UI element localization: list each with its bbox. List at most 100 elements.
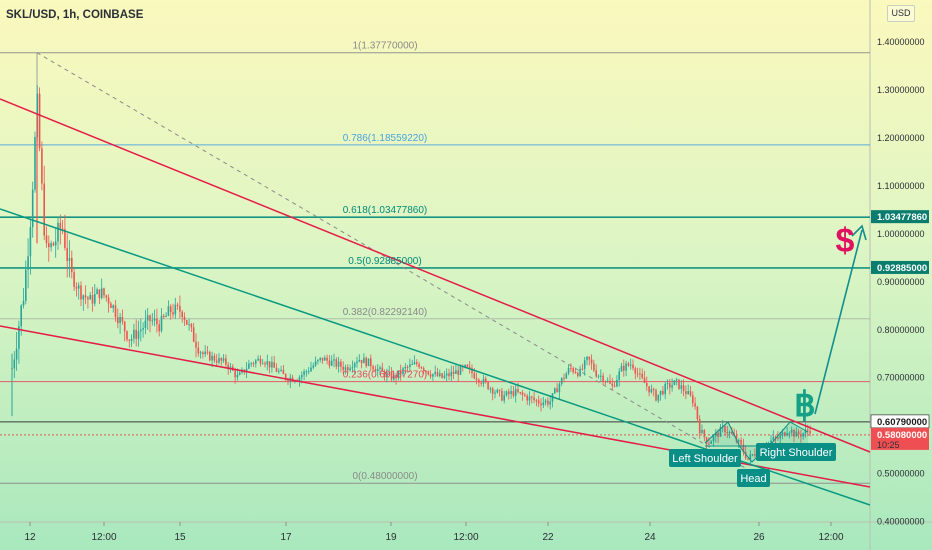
candle-body <box>163 315 165 317</box>
candle <box>602 372 604 386</box>
candle-body <box>303 371 305 376</box>
candle-body <box>130 338 133 341</box>
candle <box>795 426 798 437</box>
candle-body <box>68 257 71 261</box>
candle <box>420 366 423 370</box>
candle <box>128 339 131 348</box>
candle-body <box>790 429 793 433</box>
candle <box>452 365 455 379</box>
candle-body <box>593 363 595 371</box>
candle-body <box>650 389 653 393</box>
candle <box>646 376 648 391</box>
candle <box>551 392 554 408</box>
candle <box>581 363 584 371</box>
candle <box>360 359 363 369</box>
candle-body <box>199 352 202 354</box>
candle-body <box>218 358 220 363</box>
candle-body <box>291 377 294 382</box>
candle-body <box>528 396 531 401</box>
candle-body <box>268 361 271 368</box>
candle-body <box>335 359 338 367</box>
candle <box>540 398 542 412</box>
candle <box>487 380 489 391</box>
price-tick-label: 1.20000000 <box>877 133 925 143</box>
candle <box>82 294 85 311</box>
candle-body <box>195 341 197 348</box>
candle-body <box>261 363 264 365</box>
candle <box>774 435 777 445</box>
candle <box>337 356 340 373</box>
candle <box>508 388 510 400</box>
candle <box>342 361 344 374</box>
candle-body <box>344 367 347 370</box>
fibonacci-retracement[interactable] <box>0 52 870 484</box>
candle-body <box>149 315 151 322</box>
candle-body <box>749 454 752 460</box>
candle-body <box>96 289 98 295</box>
candle-body <box>397 370 400 379</box>
candle-body <box>715 432 717 436</box>
candle-body <box>496 389 499 393</box>
candle-body <box>809 430 811 434</box>
candle-body <box>655 390 657 401</box>
candle-body <box>574 371 577 373</box>
candle-body <box>627 363 630 366</box>
candle-body <box>18 326 20 349</box>
candle-body <box>475 378 478 380</box>
candle <box>406 364 409 373</box>
candle-body <box>416 362 418 365</box>
candle <box>257 355 259 362</box>
candle <box>457 365 459 382</box>
trendlines[interactable] <box>0 98 871 506</box>
candle <box>29 218 32 275</box>
candle-body <box>87 297 89 300</box>
candle <box>652 387 655 397</box>
fibonacci-trendline[interactable] <box>36 52 753 473</box>
candle-body <box>455 370 457 374</box>
candle <box>567 364 570 376</box>
candle-body <box>376 368 379 372</box>
candle <box>485 376 487 384</box>
price-scale[interactable]: 1.40000000 1.30000000 1.20000000 1.10000000… <box>877 37 925 527</box>
candle <box>52 241 55 247</box>
candle-body <box>662 390 664 395</box>
candle <box>696 405 699 423</box>
candle <box>790 426 793 437</box>
candle <box>41 141 43 191</box>
candle-body <box>393 375 395 380</box>
currency-button[interactable]: USD <box>887 5 915 22</box>
candle <box>556 382 558 393</box>
candle <box>489 386 492 394</box>
candle <box>590 354 593 370</box>
candle-body <box>657 394 660 401</box>
projection-arrow[interactable] <box>814 224 867 415</box>
candle <box>349 364 351 372</box>
projection-line[interactable] <box>814 229 863 415</box>
candle <box>664 381 666 400</box>
upper-resistance-trendline[interactable] <box>0 98 871 453</box>
candle <box>738 438 740 449</box>
candle-body <box>280 369 282 371</box>
candle-body <box>43 183 45 236</box>
candle-body <box>648 386 650 393</box>
candle <box>583 356 586 376</box>
arrow-head-icon <box>851 224 867 241</box>
candle <box>533 392 535 403</box>
time-scale[interactable]: 12 12:00 15 17 19 12:00 22 24 26 12:00 <box>24 522 844 543</box>
candle-body <box>505 391 508 396</box>
candle <box>307 367 310 375</box>
fib-level-label: 0.786(1.18559220) <box>343 133 428 144</box>
time-tick-label: 12 <box>24 532 36 543</box>
candle-body <box>519 392 522 394</box>
candle <box>526 393 528 405</box>
candle <box>409 358 411 373</box>
candle <box>632 359 634 371</box>
candle-body <box>694 403 696 407</box>
candle-body <box>514 389 517 396</box>
candle <box>703 428 706 442</box>
candle-body <box>719 427 722 437</box>
candle <box>751 453 754 457</box>
candle <box>195 333 197 358</box>
